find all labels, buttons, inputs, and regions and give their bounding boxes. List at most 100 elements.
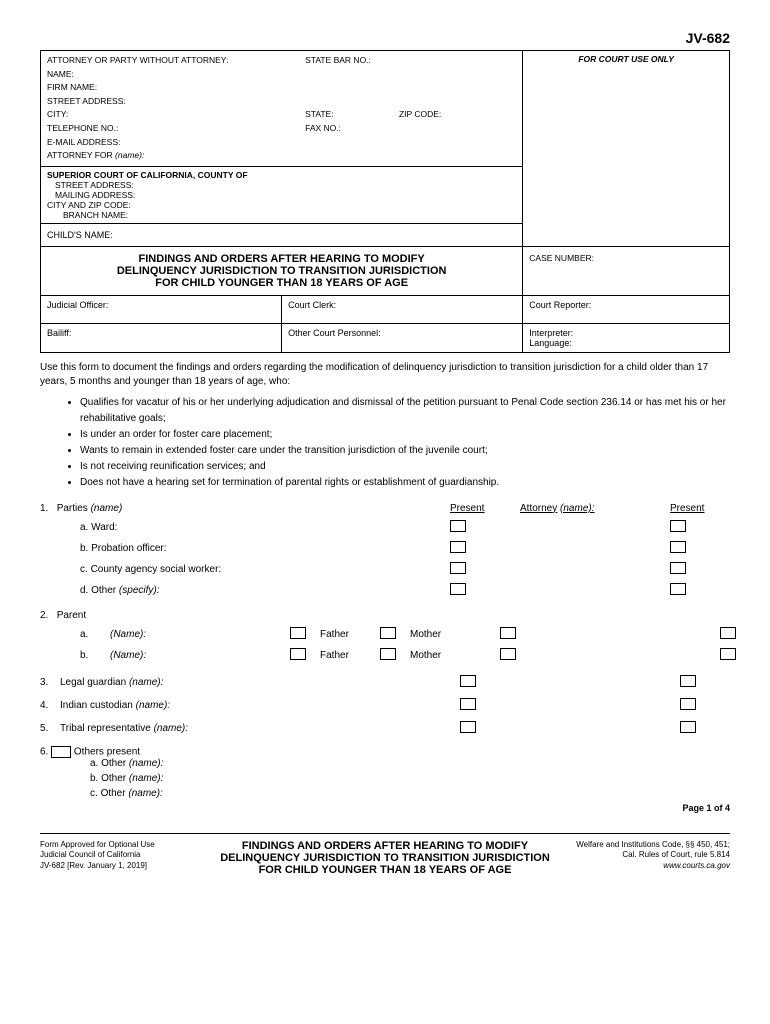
bullet-3: Wants to remain in extended foster care … xyxy=(80,443,730,459)
footer: Form Approved for Optional Use Judicial … xyxy=(40,840,730,876)
party-a-present-checkbox[interactable] xyxy=(450,520,466,532)
parent-a-present-checkbox[interactable] xyxy=(500,627,516,639)
footer-center-3: FOR CHILD YOUNGER THAN 18 YEARS OF AGE xyxy=(200,864,570,876)
parent-b-mother-checkbox[interactable] xyxy=(380,648,396,660)
parties-label: Parties xyxy=(57,503,88,514)
street-label: STREET ADDRESS: xyxy=(47,95,516,109)
party-c-letter: c. xyxy=(80,564,88,575)
party-c-present-checkbox[interactable] xyxy=(450,562,466,574)
email-label: E-MAIL ADDRESS: xyxy=(47,136,516,150)
present-header-1: Present xyxy=(450,503,520,514)
parent-a-father-checkbox[interactable] xyxy=(290,627,306,639)
parties-num: 1. xyxy=(40,503,54,514)
indian-custodian-attorney-present-checkbox[interactable] xyxy=(680,698,696,710)
party-b-letter: b. xyxy=(80,543,88,554)
party-c-attorney-present-checkbox[interactable] xyxy=(670,562,686,574)
court-cityzip: CITY AND ZIP CODE: xyxy=(47,200,516,210)
parent-a-attorney-present-checkbox[interactable] xyxy=(720,627,736,639)
state-bar-label: STATE BAR NO.: xyxy=(305,54,371,68)
bullet-4: Is not receiving reunification services;… xyxy=(80,459,730,475)
footer-right: Welfare and Institutions Code, §§ 450, 4… xyxy=(570,840,730,876)
zip-label: ZIP CODE: xyxy=(399,108,441,122)
footer-right-3: www.courts.ca.gov xyxy=(570,861,730,871)
others-c-label: Other xyxy=(101,788,126,799)
tribal-rep-num: 5. xyxy=(40,723,60,734)
tribal-rep-attorney-present-checkbox[interactable] xyxy=(680,721,696,733)
party-a-attorney-present-checkbox[interactable] xyxy=(670,520,686,532)
legal-guardian-num: 3. xyxy=(40,677,60,688)
tribal-rep-present-checkbox[interactable] xyxy=(460,721,476,733)
footer-center-2: DELINQUENCY JURISDICTION TO TRANSITION J… xyxy=(200,852,570,864)
party-d-present-checkbox[interactable] xyxy=(450,583,466,595)
party-d-letter: d. xyxy=(80,585,88,596)
parent-a-mother-label: Mother xyxy=(410,629,470,640)
parent-num: 2. xyxy=(40,610,54,621)
others-b-italic: (name): xyxy=(129,773,163,784)
parent-a-mother-checkbox[interactable] xyxy=(380,627,396,639)
party-b-present-checkbox[interactable] xyxy=(450,541,466,553)
others-label: Others present xyxy=(74,746,140,757)
others-checkbox[interactable] xyxy=(51,746,71,758)
footer-right-2: Cal. Rules of Court, rule 5.814 xyxy=(570,850,730,860)
title-line2: DELINQUENCY JURISDICTION TO TRANSITION J… xyxy=(47,265,516,277)
others-a-label: Other xyxy=(101,758,126,769)
attorney-for-label: ATTORNEY FOR xyxy=(47,150,113,160)
parent-a-name: (Name): xyxy=(110,629,290,640)
legal-guardian-present-checkbox[interactable] xyxy=(460,675,476,687)
child-name-cell: CHILD'S NAME: xyxy=(41,223,523,246)
party-b-label: Probation officer: xyxy=(91,543,166,554)
form-title-cell: FINDINGS AND ORDERS AFTER HEARING TO MOD… xyxy=(41,246,523,295)
instructions-bullets: Qualifies for vacatur of his or her unde… xyxy=(80,395,730,491)
party-d-attorney-present-checkbox[interactable] xyxy=(670,583,686,595)
title-line3: FOR CHILD YOUNGER THAN 18 YEARS OF AGE xyxy=(47,277,516,289)
others-c-italic: (name): xyxy=(128,788,162,799)
header-table: ATTORNEY OR PARTY WITHOUT ATTORNEY: STAT… xyxy=(40,50,730,353)
indian-custodian-num: 4. xyxy=(40,700,60,711)
bailiff: Bailiff: xyxy=(41,323,282,352)
others-c-letter: c. xyxy=(90,788,98,799)
parent-b-present-checkbox[interactable] xyxy=(500,648,516,660)
footer-center: FINDINGS AND ORDERS AFTER HEARING TO MOD… xyxy=(200,840,570,876)
footer-left-3: JV-682 [Rev. January 1, 2019] xyxy=(40,861,200,871)
indian-custodian-label: Indian custodian xyxy=(60,700,133,711)
footer-divider xyxy=(40,833,730,834)
superior-court-label: SUPERIOR COURT OF CALIFORNIA, COUNTY OF xyxy=(47,170,248,180)
party-a-label: Ward: xyxy=(91,522,117,533)
instructions-intro: Use this form to document the findings a… xyxy=(40,361,730,389)
name-label: NAME: xyxy=(47,68,516,82)
parent-b-letter: b. xyxy=(80,650,110,661)
others-a-italic: (name): xyxy=(129,758,163,769)
interpreter-label: Interpreter: xyxy=(529,328,723,338)
footer-left-2: Judicial Council of California xyxy=(40,850,200,860)
court-use-cell: FOR COURT USE ONLY xyxy=(523,51,730,247)
legal-guardian-attorney-present-checkbox[interactable] xyxy=(680,675,696,687)
tribal-rep-italic: (name): xyxy=(154,723,188,734)
page-number: Page 1 of 4 xyxy=(40,803,730,813)
indian-custodian-italic: (name): xyxy=(136,700,170,711)
party-b-attorney-present-checkbox[interactable] xyxy=(670,541,686,553)
others-num: 6. xyxy=(40,746,48,757)
form-number: JV-682 xyxy=(40,30,730,46)
court-mailing: MAILING ADDRESS: xyxy=(55,190,516,200)
interpreter-cell: Interpreter: Language: xyxy=(523,323,730,352)
indian-custodian-present-checkbox[interactable] xyxy=(460,698,476,710)
title-line1: FINDINGS AND ORDERS AFTER HEARING TO MOD… xyxy=(47,253,516,265)
parent-b-father-checkbox[interactable] xyxy=(290,648,306,660)
parent-b-attorney-present-checkbox[interactable] xyxy=(720,648,736,660)
court-section: SUPERIOR COURT OF CALIFORNIA, COUNTY OF … xyxy=(41,166,523,223)
parent-a-father-label: Father xyxy=(320,629,380,640)
others-b-letter: b. xyxy=(90,773,98,784)
footer-left-1: Form Approved for Optional Use xyxy=(40,840,200,850)
court-reporter: Court Reporter: xyxy=(523,295,730,323)
attorney-for-italic: (name): xyxy=(115,150,144,160)
party-d-italic: (specify): xyxy=(119,585,160,596)
other-personnel: Other Court Personnel: xyxy=(282,323,523,352)
party-c-label: County agency social worker: xyxy=(91,564,222,575)
fax-label: FAX NO.: xyxy=(305,122,341,136)
footer-right-1: Welfare and Institutions Code, §§ 450, 4… xyxy=(570,840,730,850)
present-header-2: Present xyxy=(670,503,730,514)
bullet-5: Does not have a hearing set for terminat… xyxy=(80,475,730,491)
attorney-cell: ATTORNEY OR PARTY WITHOUT ATTORNEY: STAT… xyxy=(41,51,523,167)
court-clerk: Court Clerk: xyxy=(282,295,523,323)
party-a-letter: a. xyxy=(80,522,88,533)
